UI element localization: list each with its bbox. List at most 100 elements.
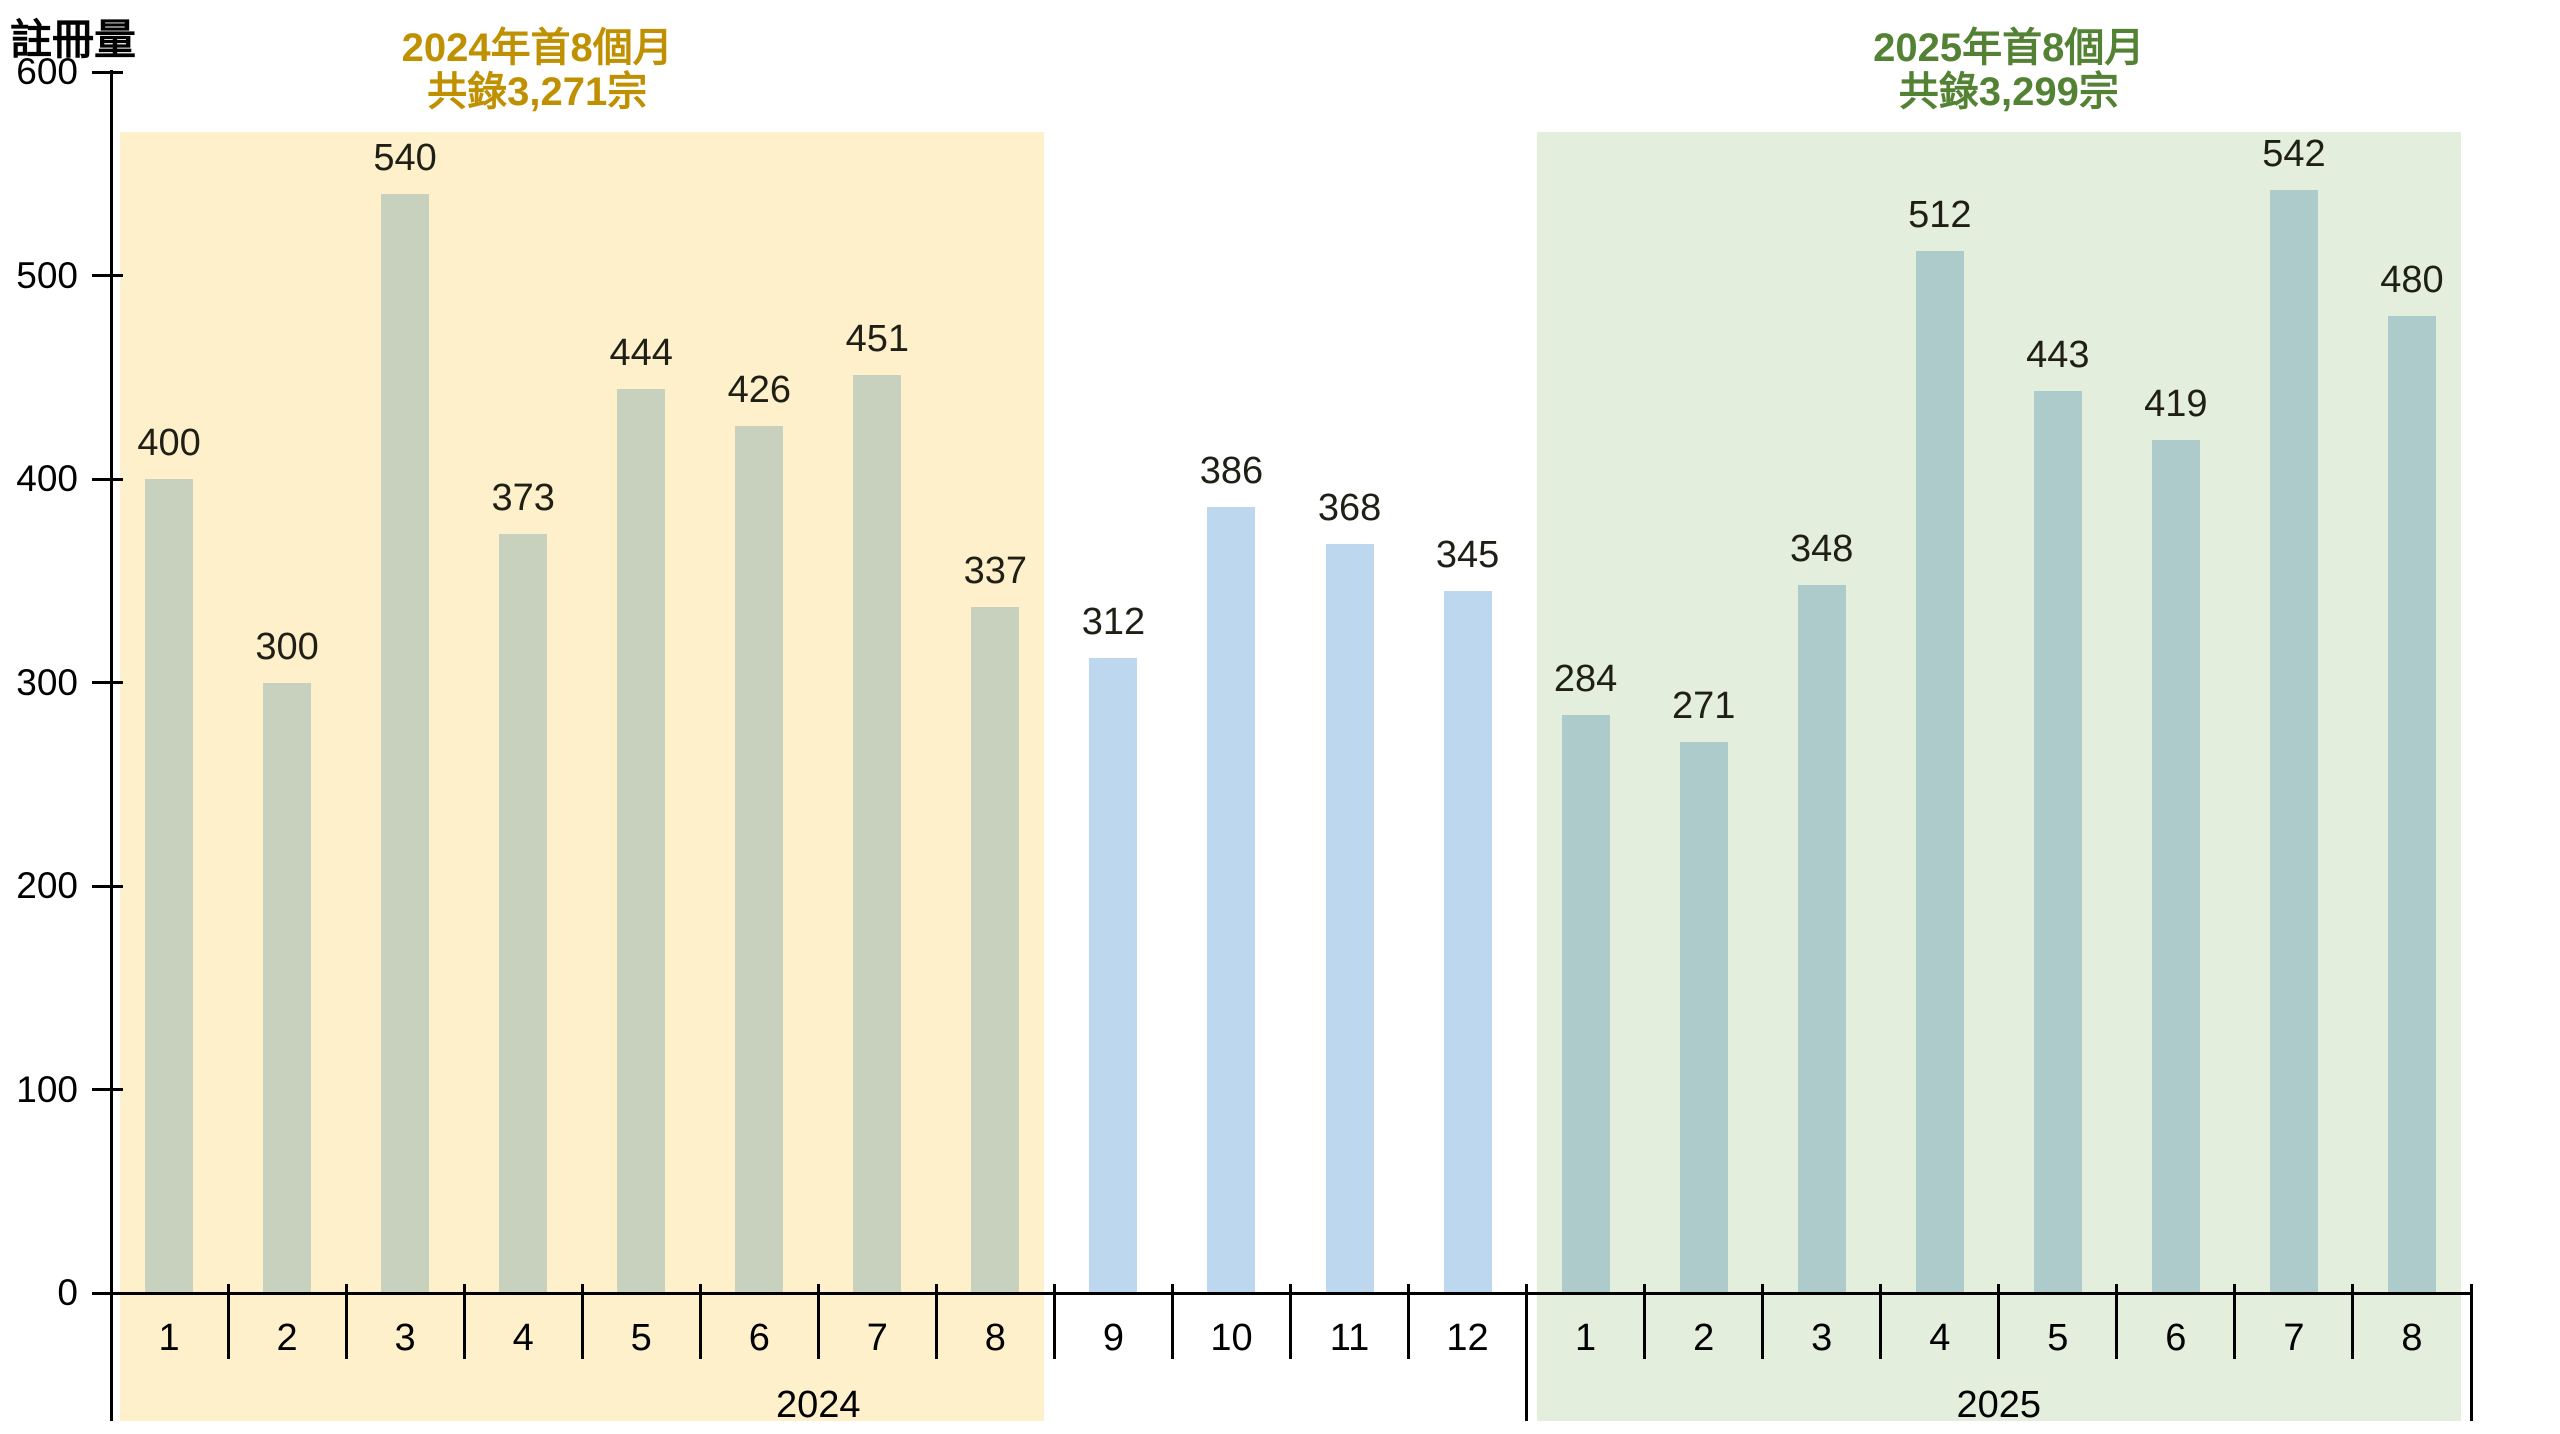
x-label-2025-month-4: 4 xyxy=(1929,1317,1951,1359)
y-tick-label-100: 100 xyxy=(16,1068,78,1110)
bar-value-2025-month-7: 542 xyxy=(2262,133,2326,176)
bar-value-2024-month-11: 368 xyxy=(1317,487,1382,530)
bar-value-2025-month-1: 284 xyxy=(1553,658,1618,701)
y-axis-line xyxy=(110,70,113,1421)
y-tick-label-0: 0 xyxy=(57,1272,78,1313)
x-label-2024-month-6: 6 xyxy=(748,1317,770,1359)
month-separator-7 xyxy=(934,1284,938,1359)
bar-2024-month-1 xyxy=(145,479,194,1293)
month-separator-17 xyxy=(2115,1284,2119,1359)
y-axis-title: 註冊量 xyxy=(10,16,137,63)
bar-value-2024-month-6: 426 xyxy=(727,369,791,412)
bar-2024-month-8 xyxy=(971,607,1020,1293)
y-tick-200 xyxy=(92,884,123,888)
x-label-2025-month-5: 5 xyxy=(2047,1317,2069,1359)
x-label-2024-month-10: 10 xyxy=(1210,1317,1253,1359)
x-label-2025-month-3: 3 xyxy=(1811,1317,1833,1359)
y-tick-label-200: 200 xyxy=(16,865,78,906)
month-separator-16 xyxy=(1997,1284,2001,1359)
bar-2024-month-6 xyxy=(735,426,784,1293)
month-separator-13 xyxy=(1643,1284,1647,1359)
bar-value-2025-month-8: 480 xyxy=(2380,259,2444,302)
month-separator-2 xyxy=(344,1284,348,1359)
y-tick-label-300: 300 xyxy=(16,661,78,703)
x-label-2024-month-9: 9 xyxy=(1102,1317,1124,1359)
bar-value-2024-month-1: 400 xyxy=(137,422,201,464)
bar-2024-month-11 xyxy=(1325,544,1374,1293)
x-label-2024-month-8: 8 xyxy=(984,1317,1006,1359)
bar-value-2024-month-9: 312 xyxy=(1081,601,1146,644)
bar-value-2024-month-12: 345 xyxy=(1435,533,1500,576)
bar-2024-month-2 xyxy=(263,682,312,1293)
bar-value-2024-month-7: 451 xyxy=(845,318,910,361)
bar-value-2024-month-4: 373 xyxy=(491,476,555,519)
highlight-region-2025-first-8-months xyxy=(1536,132,2461,1421)
month-separator-18 xyxy=(2233,1284,2237,1359)
x-label-2025-month-7: 7 xyxy=(2283,1317,2305,1359)
month-separator-8 xyxy=(1052,1284,1056,1359)
bar-2024-month-9 xyxy=(1089,658,1138,1293)
bar-value-2024-month-10: 386 xyxy=(1199,450,1264,493)
x-label-2025-month-2: 2 xyxy=(1693,1317,1715,1359)
month-separator-11 xyxy=(1407,1284,1411,1359)
y-tick-label-500: 500 xyxy=(16,254,78,296)
y-tick-label-600: 600 xyxy=(16,51,78,92)
bar-2024-month-10 xyxy=(1207,507,1256,1293)
x-label-2024-month-3: 3 xyxy=(394,1317,416,1359)
y-tick-400 xyxy=(92,477,123,481)
bar-value-2025-month-4: 512 xyxy=(1908,194,1972,237)
bar-value-2025-month-5: 443 xyxy=(2026,334,2090,377)
y-tick-0 xyxy=(92,1291,123,1295)
x-label-2024-month-4: 4 xyxy=(512,1317,534,1359)
bar-value-2025-month-2: 271 xyxy=(1671,684,1736,727)
x-label-2024-month-7: 7 xyxy=(866,1317,888,1359)
x-label-2024-month-1: 1 xyxy=(158,1317,180,1359)
x-label-2024-month-2: 2 xyxy=(276,1317,298,1359)
bar-2025-month-7 xyxy=(2269,190,2318,1293)
annotation-2025-first-8-months: 2025年首8個月 共錄3,299宗 xyxy=(1873,26,2145,114)
month-separator-14 xyxy=(1761,1284,1765,1359)
year-separator-12 xyxy=(1525,1284,1529,1421)
bar-value-2025-month-3: 348 xyxy=(1790,527,1854,570)
bar-value-2024-month-3: 540 xyxy=(373,137,437,180)
bar-2024-month-12 xyxy=(1443,590,1492,1293)
x-label-2024-month-5: 5 xyxy=(630,1317,652,1359)
y-tick-100 xyxy=(92,1088,123,1091)
bar-2025-month-8 xyxy=(2387,316,2436,1293)
y-tick-300 xyxy=(92,681,123,684)
x-label-2025-month-8: 8 xyxy=(2401,1317,2423,1359)
year-label-2025: 2025 xyxy=(1956,1384,2042,1426)
bar-value-2024-month-2: 300 xyxy=(255,625,319,668)
year-label-2024: 2024 xyxy=(776,1384,861,1426)
month-separator-9 xyxy=(1170,1284,1174,1359)
x-label-2025-month-6: 6 xyxy=(2165,1317,2187,1359)
bar-2025-month-3 xyxy=(1797,584,1846,1293)
bar-2025-month-5 xyxy=(2033,391,2082,1293)
x-label-2024-month-11: 11 xyxy=(1329,1317,1370,1359)
x-label-2025-month-1: 1 xyxy=(1575,1317,1597,1359)
x-label-2024-month-12: 12 xyxy=(1446,1317,1489,1359)
month-separator-3 xyxy=(462,1284,466,1359)
month-separator-1 xyxy=(226,1284,230,1359)
bar-2025-month-1 xyxy=(1561,715,1610,1293)
y-tick-500 xyxy=(92,274,123,277)
bar-2025-month-4 xyxy=(1915,251,1964,1293)
bar-2024-month-7 xyxy=(853,375,902,1293)
bar-2025-month-2 xyxy=(1679,741,1728,1293)
bar-value-2024-month-8: 337 xyxy=(963,550,1028,593)
month-separator-19 xyxy=(2351,1284,2355,1359)
bar-2024-month-3 xyxy=(381,194,430,1293)
month-separator-15 xyxy=(1879,1284,1883,1359)
bar-2025-month-6 xyxy=(2151,440,2200,1293)
month-separator-6 xyxy=(816,1284,820,1359)
year-separator-20 xyxy=(2469,1284,2473,1421)
month-separator-4 xyxy=(580,1284,584,1359)
bar-2024-month-5 xyxy=(617,389,666,1293)
month-separator-10 xyxy=(1289,1284,1292,1359)
month-separator-5 xyxy=(698,1284,702,1359)
y-tick-label-400: 400 xyxy=(16,458,78,499)
annotation-2024-first-8-months: 2024年首8個月 共錄3,271宗 xyxy=(401,26,673,114)
bar-value-2024-month-5: 444 xyxy=(609,332,673,375)
